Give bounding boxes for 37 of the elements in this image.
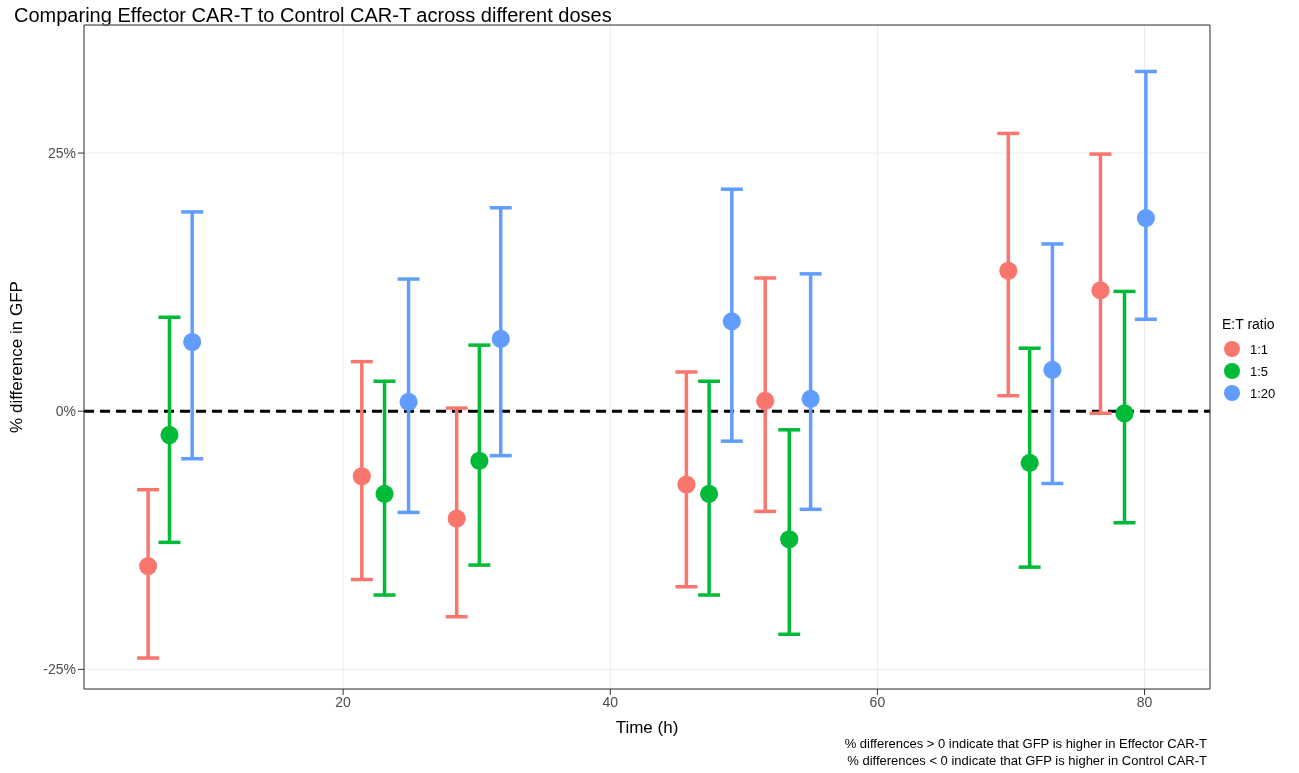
point — [801, 389, 820, 408]
point — [1091, 281, 1110, 300]
point — [780, 530, 799, 549]
point — [700, 484, 719, 503]
point — [352, 467, 371, 486]
text: % differences > 0 indicate that GFP is higher in Effector CAR-T — [844, 735, 1207, 752]
y-axis-title: % difference in GFP — [7, 281, 27, 433]
point — [999, 261, 1018, 280]
point — [399, 392, 418, 411]
legend-label: 1:20 — [1250, 385, 1276, 401]
point — [722, 312, 741, 331]
legend-label: 1:5 — [1250, 363, 1269, 379]
point — [160, 425, 179, 445]
legend-label: 1:1 — [1250, 341, 1269, 357]
point — [756, 391, 775, 410]
point — [1043, 360, 1062, 379]
x-tick-label: 20 — [335, 693, 352, 710]
point — [183, 332, 202, 352]
legend-title: E:T ratio — [1222, 316, 1276, 332]
y-tick-label: 25% — [47, 145, 76, 162]
point — [139, 557, 158, 576]
point — [677, 475, 696, 494]
x-axis-title: Time (h) — [615, 718, 679, 737]
point — [470, 451, 489, 470]
chart-title: Comparing Effector CAR-T to Control CAR-T across different doses — [14, 4, 612, 27]
text: % differences < 0 indicate that GFP is higher in Control CAR-T — [846, 752, 1207, 769]
point — [1115, 404, 1134, 423]
point — [375, 484, 394, 503]
point — [447, 509, 466, 528]
y-tick-label: 0% — [55, 403, 76, 420]
y-tick-label: -25% — [43, 661, 76, 678]
point — [491, 329, 510, 349]
x-tick-label: 80 — [1136, 693, 1153, 710]
x-tick-label: 40 — [602, 693, 619, 710]
point — [1020, 453, 1039, 472]
point — [1136, 209, 1155, 228]
x-tick-label: 60 — [869, 693, 886, 710]
